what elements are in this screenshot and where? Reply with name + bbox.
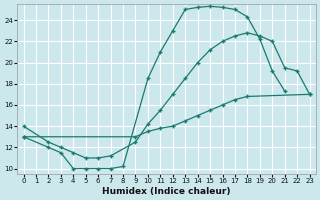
X-axis label: Humidex (Indice chaleur): Humidex (Indice chaleur) — [102, 187, 231, 196]
